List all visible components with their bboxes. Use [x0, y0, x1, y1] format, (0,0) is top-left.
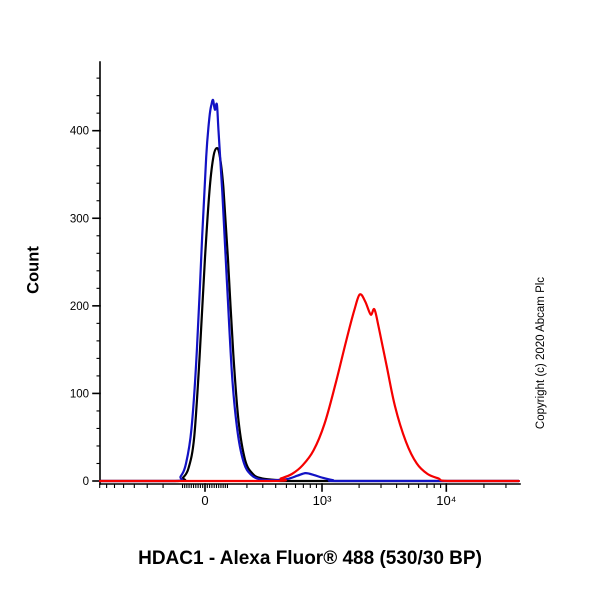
series-black-curve	[98, 146, 520, 483]
y-axis-tick-label: 0	[83, 476, 89, 488]
y-axis-tick-label: 400	[70, 126, 89, 138]
y-axis-tick-label: 100	[70, 388, 89, 400]
x-axis-tick-label: 10⁴	[436, 493, 456, 508]
y-axis-tick-label: 300	[70, 213, 89, 225]
y-axis-tick-label: 200	[70, 301, 89, 313]
x-axis-tick-label: 0	[201, 493, 208, 508]
y-axis-title: Count	[24, 246, 43, 294]
series-blue-curve	[98, 98, 520, 483]
series-red-curve	[98, 293, 520, 483]
x-axis-title: HDAC1 - Alexa Fluor® 488 (530/30 BP)	[138, 548, 482, 569]
copyright-text: Copyright (c) 2020 Abcam Plc	[535, 276, 547, 430]
x-axis-tick-label: 10³	[313, 493, 332, 508]
